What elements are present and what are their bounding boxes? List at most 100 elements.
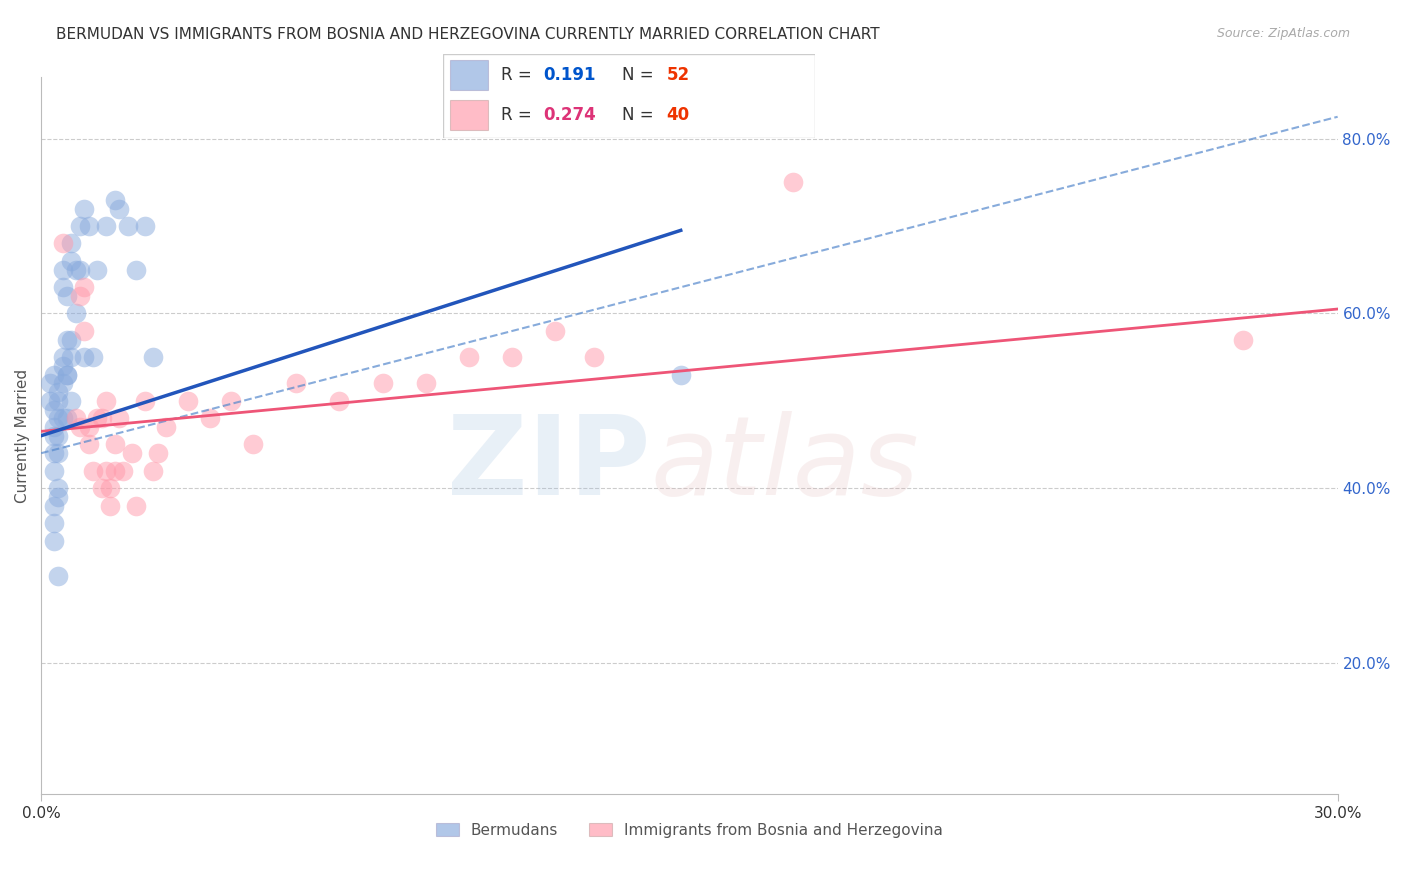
Point	[42, 499, 65, 513]
Point	[69, 289, 91, 303]
Point	[142, 350, 165, 364]
Point	[56, 411, 79, 425]
Point	[42, 516, 65, 530]
Point	[73, 324, 96, 338]
Point	[52, 376, 75, 391]
Point	[69, 420, 91, 434]
Point	[103, 437, 125, 451]
Text: N =: N =	[621, 66, 658, 84]
Point	[415, 376, 437, 391]
Point	[90, 411, 112, 425]
Point	[52, 411, 75, 425]
Point	[56, 368, 79, 382]
Point	[52, 280, 75, 294]
Point	[782, 175, 804, 189]
Point	[60, 350, 83, 364]
Point	[65, 411, 87, 425]
Point	[42, 533, 65, 548]
Point	[198, 411, 221, 425]
Point	[103, 464, 125, 478]
Point	[48, 481, 70, 495]
Text: 52: 52	[666, 66, 689, 84]
Legend: Bermudans, Immigrants from Bosnia and Herzegovina: Bermudans, Immigrants from Bosnia and He…	[430, 816, 949, 844]
Point	[669, 368, 692, 382]
Point	[371, 376, 394, 391]
Point	[146, 446, 169, 460]
Bar	[450, 61, 488, 90]
Point	[60, 393, 83, 408]
Point	[103, 193, 125, 207]
Text: 0.274: 0.274	[544, 106, 596, 124]
Point	[112, 464, 135, 478]
Point	[73, 202, 96, 216]
Point	[544, 324, 567, 338]
Text: N =: N =	[621, 106, 658, 124]
Point	[60, 236, 83, 251]
Point	[56, 333, 79, 347]
Point	[94, 219, 117, 233]
Point	[48, 446, 70, 460]
Point	[142, 464, 165, 478]
Point	[155, 420, 177, 434]
Point	[52, 262, 75, 277]
Point	[328, 393, 350, 408]
Point	[69, 219, 91, 233]
Point	[48, 384, 70, 399]
Point	[117, 219, 139, 233]
Point	[177, 393, 200, 408]
Point	[242, 437, 264, 451]
Point	[77, 420, 100, 434]
Point	[52, 236, 75, 251]
Point	[48, 393, 70, 408]
Text: BERMUDAN VS IMMIGRANTS FROM BOSNIA AND HERZEGOVINA CURRENTLY MARRIED CORRELATION: BERMUDAN VS IMMIGRANTS FROM BOSNIA AND H…	[56, 27, 880, 42]
Point	[48, 411, 70, 425]
Point	[48, 490, 70, 504]
Point	[501, 350, 523, 364]
Point	[108, 411, 131, 425]
Point	[60, 333, 83, 347]
Point	[42, 402, 65, 417]
Point	[86, 262, 108, 277]
Point	[82, 350, 104, 364]
Point	[285, 376, 308, 391]
Point	[583, 350, 606, 364]
Point	[125, 262, 148, 277]
Point	[1232, 333, 1254, 347]
Point	[42, 446, 65, 460]
Text: R =: R =	[501, 66, 537, 84]
Point	[98, 499, 121, 513]
Point	[73, 280, 96, 294]
Point	[38, 393, 60, 408]
Point	[48, 568, 70, 582]
Point	[94, 464, 117, 478]
Point	[108, 202, 131, 216]
Text: ZIP: ZIP	[447, 411, 651, 518]
Text: Source: ZipAtlas.com: Source: ZipAtlas.com	[1216, 27, 1350, 40]
Point	[134, 219, 156, 233]
Point	[52, 350, 75, 364]
Point	[42, 428, 65, 442]
Point	[52, 359, 75, 373]
Point	[94, 393, 117, 408]
Point	[98, 481, 121, 495]
Point	[42, 420, 65, 434]
Point	[134, 393, 156, 408]
Point	[90, 481, 112, 495]
Point	[82, 464, 104, 478]
Y-axis label: Currently Married: Currently Married	[15, 368, 30, 503]
Point	[77, 437, 100, 451]
Point	[65, 306, 87, 320]
Point	[125, 499, 148, 513]
Point	[38, 376, 60, 391]
Point	[60, 254, 83, 268]
Point	[56, 368, 79, 382]
Point	[56, 289, 79, 303]
Point	[219, 393, 242, 408]
Point	[458, 350, 481, 364]
Point	[42, 464, 65, 478]
Text: 0.191: 0.191	[544, 66, 596, 84]
Point	[42, 368, 65, 382]
Text: 40: 40	[666, 106, 689, 124]
Point	[69, 262, 91, 277]
Point	[48, 428, 70, 442]
